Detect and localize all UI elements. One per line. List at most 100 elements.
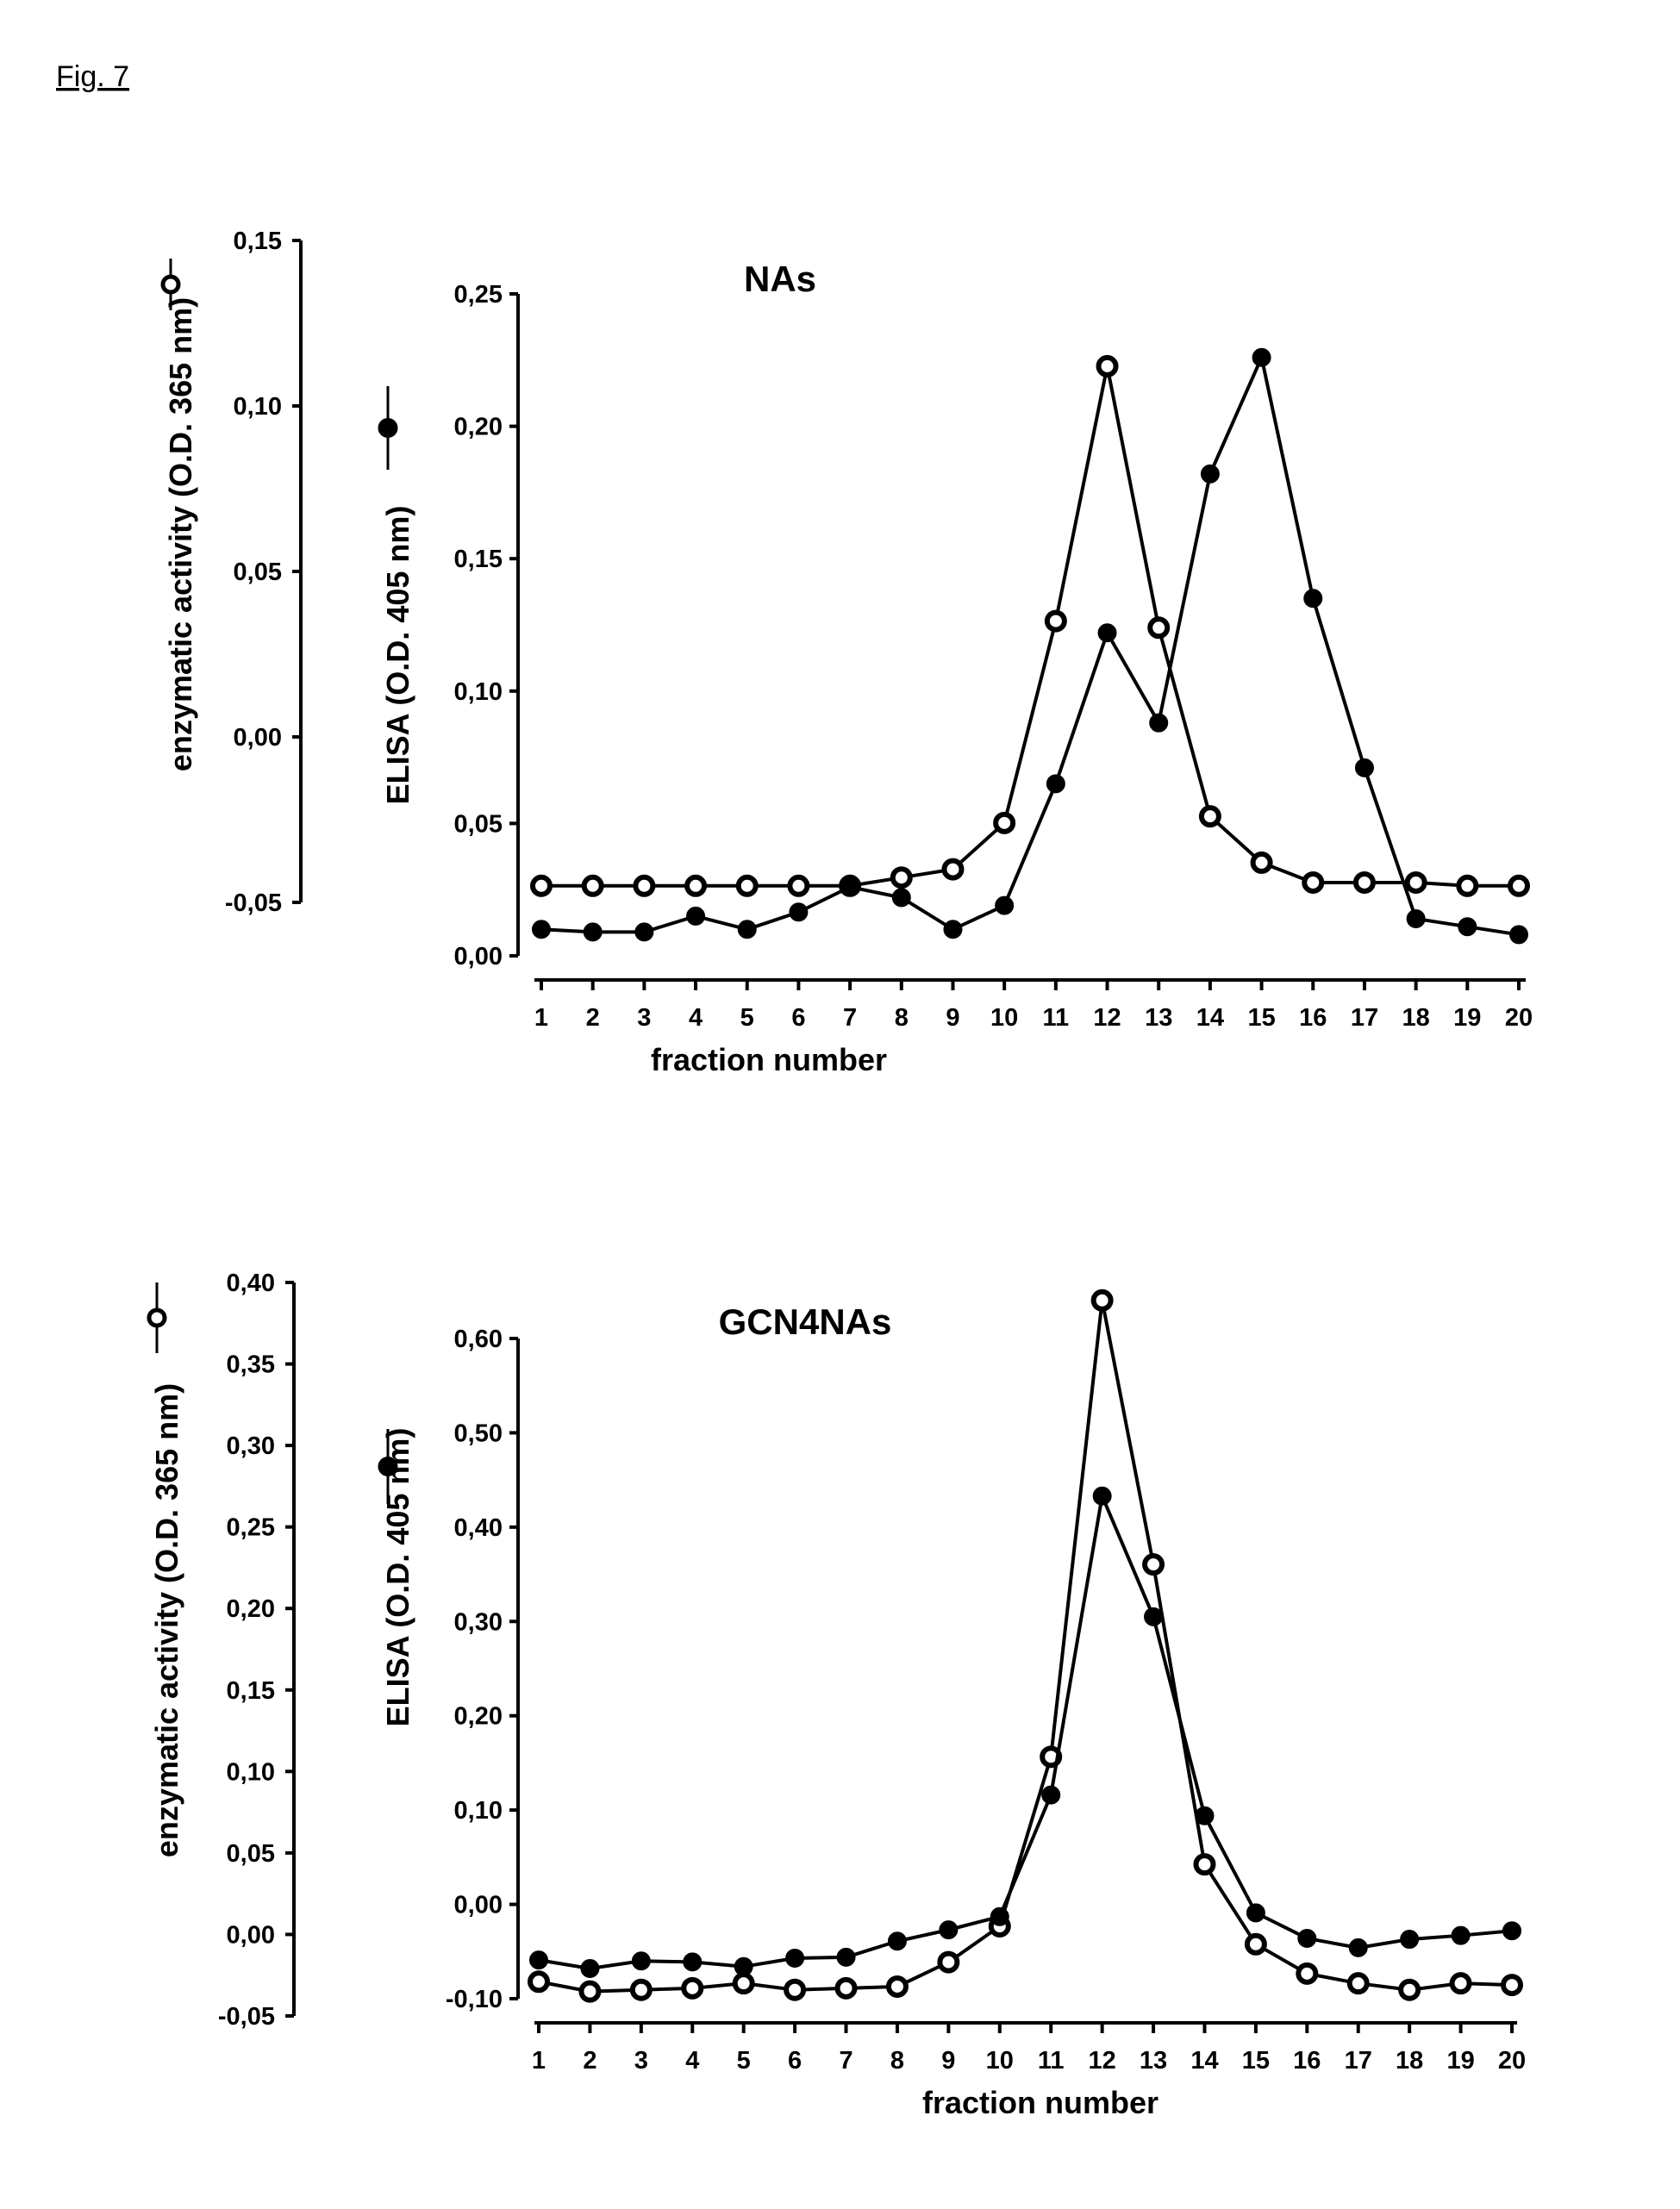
x-axis-tick-label: 8	[895, 1004, 909, 1032]
left-axis-tick-label: 0,15	[227, 1677, 275, 1705]
series-line-elisa	[539, 1496, 1512, 1969]
data-point-enzymatic	[1145, 1556, 1162, 1573]
elisa-axis-tick-label: 0,25	[454, 281, 503, 309]
x-axis-tick-label: 7	[843, 1004, 857, 1032]
right-axis-label: ELISA (O.D. 405 nm)	[380, 506, 415, 805]
data-point-enzymatic	[735, 1975, 753, 1992]
data-point-elisa	[996, 897, 1013, 914]
left-axis-tick-label: 0,30	[227, 1432, 275, 1460]
data-point-elisa	[1503, 1922, 1521, 1939]
x-axis-tick-label: 18	[1396, 2047, 1423, 2075]
data-point-enzymatic	[786, 1981, 803, 1999]
series-line-enzymatic	[539, 1301, 1512, 1992]
data-point-enzymatic	[584, 877, 602, 895]
left-axis-tick-label: -0,05	[218, 2003, 275, 2031]
data-point-elisa	[1356, 759, 1373, 777]
data-point-elisa	[838, 1949, 855, 1966]
data-point-elisa	[1458, 918, 1476, 935]
data-point-elisa	[687, 908, 704, 925]
data-point-enzymatic	[533, 877, 550, 895]
data-point-enzymatic	[739, 877, 756, 895]
data-point-elisa	[1202, 465, 1219, 483]
data-point-enzymatic	[1452, 1975, 1470, 1992]
chart-title: GCN4NAs	[719, 1301, 892, 1342]
data-point-elisa	[1408, 910, 1425, 927]
x-axis-tick-label: 17	[1351, 1004, 1378, 1032]
x-axis-tick-label: 5	[740, 1004, 754, 1032]
data-point-elisa	[633, 1952, 650, 1969]
data-point-elisa	[1253, 349, 1271, 366]
elisa-axis-tick-label: 0,30	[454, 1608, 503, 1636]
left-axis-tick-label: 0,00	[234, 724, 282, 752]
data-point-elisa	[893, 889, 910, 906]
data-point-elisa	[1247, 1904, 1265, 1921]
left-axis-tick-label: 0,40	[227, 1270, 275, 1297]
data-point-elisa	[841, 878, 859, 895]
data-point-elisa	[944, 920, 961, 938]
data-point-elisa	[940, 1921, 957, 1938]
data-point-enzymatic	[684, 1980, 701, 1997]
data-point-elisa	[786, 1950, 803, 1967]
x-axis-tick-label: 15	[1247, 1004, 1275, 1032]
data-point-elisa	[684, 1953, 701, 1970]
x-axis-tick-label: 19	[1453, 1004, 1481, 1032]
elisa-axis-tick-label: 0,10	[454, 678, 503, 706]
data-point-elisa	[1042, 1787, 1059, 1804]
left-axis-tick-label: 0,00	[227, 1921, 275, 1949]
x-axis-tick-label: 7	[839, 2047, 852, 2075]
left-axis-label: enzymatic activity (O.D. 365 nm)	[163, 297, 198, 771]
elisa-axis-tick-label: 0,15	[454, 546, 503, 573]
data-point-enzymatic	[1099, 358, 1116, 375]
x-axis-tick-label: 1	[534, 1004, 548, 1032]
data-point-elisa	[1350, 1939, 1367, 1956]
x-axis-label: fraction number	[651, 1042, 887, 1077]
data-point-elisa	[635, 923, 653, 940]
series-line-elisa	[541, 358, 1519, 935]
data-point-elisa	[991, 1908, 1009, 1925]
x-axis-tick-label: 6	[791, 1004, 805, 1032]
x-axis-tick-label: 12	[1093, 1004, 1121, 1032]
data-point-enzymatic	[1196, 1856, 1213, 1873]
x-axis-tick-label: 14	[1190, 2047, 1218, 2075]
left-axis-tick-label: 0,25	[227, 1514, 275, 1542]
data-point-enzymatic	[1503, 1976, 1521, 1994]
data-point-elisa	[1452, 1927, 1470, 1944]
data-point-enzymatic	[633, 1981, 650, 1999]
legend-open-circle-icon	[163, 277, 178, 292]
data-point-elisa	[1304, 590, 1321, 607]
data-point-enzymatic	[940, 1954, 957, 1971]
left-axis-label: enzymatic activity (O.D. 365 nm)	[149, 1383, 184, 1857]
x-axis-tick-label: 16	[1299, 1004, 1327, 1032]
x-axis-tick-label: 9	[941, 2047, 955, 2075]
data-point-elisa	[584, 923, 602, 940]
data-point-enzymatic	[530, 1973, 547, 1990]
elisa-axis-tick-label: 0,20	[454, 1703, 503, 1731]
x-axis-tick-label: 9	[946, 1004, 959, 1032]
x-axis-tick-label: 6	[788, 2047, 802, 2075]
data-point-enzymatic	[635, 877, 653, 895]
data-point-elisa	[1401, 1931, 1418, 1948]
x-axis-tick-label: 15	[1242, 2047, 1270, 2075]
data-point-elisa	[581, 1960, 598, 1977]
x-axis-tick-label: 11	[1043, 1004, 1070, 1032]
data-point-elisa	[1145, 1608, 1162, 1626]
data-point-enzymatic	[1408, 874, 1425, 891]
data-point-enzymatic	[1510, 877, 1527, 895]
data-point-elisa	[530, 1951, 547, 1969]
legend-filled-circle-icon	[380, 1459, 396, 1475]
data-point-elisa	[1047, 775, 1065, 792]
data-point-elisa	[1298, 1930, 1315, 1947]
x-axis-tick-label: 17	[1345, 2047, 1372, 2075]
x-axis-tick-label: 19	[1446, 2047, 1474, 2075]
x-axis-tick-label: 16	[1293, 2047, 1321, 2075]
x-axis-tick-label: 18	[1402, 1004, 1429, 1032]
data-point-enzymatic	[1047, 613, 1065, 630]
data-point-enzymatic	[944, 861, 961, 878]
data-point-enzymatic	[1298, 1965, 1315, 1982]
x-axis-label: fraction number	[922, 2085, 1159, 2120]
left-axis-tick-label: 0,10	[234, 393, 282, 421]
data-point-enzymatic	[1401, 1981, 1418, 1999]
data-point-enzymatic	[1253, 854, 1271, 871]
left-axis-tick-label: 0,15	[234, 228, 282, 255]
data-point-enzymatic	[889, 1978, 906, 1995]
